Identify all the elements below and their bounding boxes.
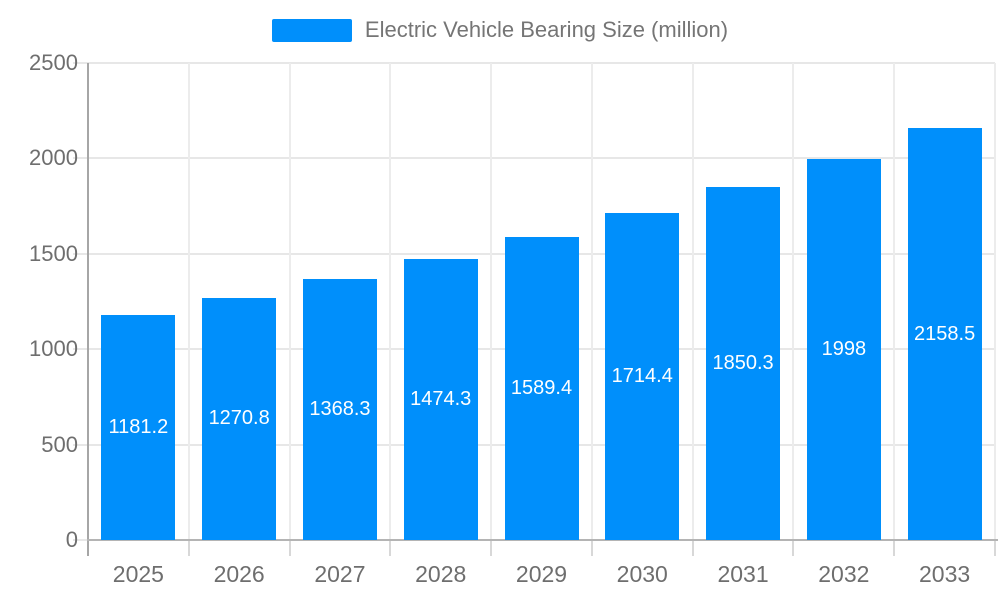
x-axis-tick: [389, 540, 392, 556]
x-axis-tick-label: 2025: [112, 561, 164, 587]
bar-2032[interactable]: 1998: [806, 158, 881, 540]
legend-series-marker: [271, 18, 352, 42]
x-axis-line: [87, 539, 998, 541]
bar-2029[interactable]: 1589.4: [504, 236, 579, 540]
x-axis-tick: [490, 540, 493, 556]
y-axis-tick-label: 1500: [29, 240, 78, 266]
x-axis-tick-label: 2028: [415, 561, 467, 587]
bar-2028[interactable]: 1474.3: [403, 258, 478, 540]
x-gridline: [792, 63, 795, 540]
bar-value-label: 1998: [821, 337, 867, 360]
x-gridline: [288, 63, 291, 540]
y-gridline: [73, 157, 995, 160]
bar-value-label: 1714.4: [611, 364, 673, 387]
bar-value-label: 1474.3: [410, 387, 472, 410]
x-axis-tick: [187, 540, 190, 556]
bar-value-label: 1181.2: [108, 415, 169, 438]
bar-value-label: 2158.5: [914, 322, 976, 345]
bar-value-label: 1270.8: [208, 407, 270, 430]
x-gridline: [389, 63, 392, 540]
y-gridline: [73, 62, 995, 64]
y-axis-line: [87, 63, 89, 556]
x-gridline: [994, 63, 996, 540]
bar-2030[interactable]: 1714.4: [605, 212, 680, 540]
x-axis-tick: [994, 540, 996, 556]
legend-series-label: Electric Vehicle Bearing Size (million): [364, 17, 729, 42]
bar-value-label: 1368.3: [309, 397, 371, 420]
x-gridline: [490, 63, 493, 540]
bar-2031[interactable]: 1850.3: [706, 186, 781, 540]
x-axis-tick: [792, 540, 795, 556]
y-axis-tick-label: 500: [41, 431, 78, 457]
x-gridline: [187, 63, 190, 540]
x-gridline: [893, 63, 896, 540]
y-axis-tick-label: 2500: [29, 50, 78, 75]
x-axis-tick: [691, 540, 694, 556]
x-axis-tick-label: 2032: [818, 561, 870, 587]
bar-2025[interactable]: 1181.2: [101, 314, 176, 540]
y-axis-tick-label: 1000: [29, 336, 78, 362]
x-axis-tick-label: 2026: [213, 561, 265, 587]
x-axis-tick: [590, 540, 593, 556]
x-axis-tick: [893, 540, 896, 556]
x-axis-tick-label: 2027: [314, 561, 366, 587]
legend-item[interactable]: Electric Vehicle Bearing Size (million): [0, 17, 1000, 43]
x-axis-tick: [288, 540, 291, 556]
bar-value-label: 1850.3: [712, 351, 774, 374]
x-gridline: [590, 63, 593, 540]
y-axis-tick-label: 2000: [29, 145, 78, 171]
bar-2027[interactable]: 1368.3: [302, 278, 377, 540]
x-axis-tick-label: 2033: [919, 561, 971, 587]
bar-2026[interactable]: 1270.8: [202, 297, 277, 540]
x-axis-tick-label: 2031: [717, 561, 769, 587]
y-axis-tick-label: 0: [65, 527, 78, 552]
x-axis-tick-label: 2030: [616, 561, 668, 587]
x-axis-tick-label: 2029: [515, 561, 568, 587]
bar-value-label: 1589.4: [510, 376, 573, 399]
bar-2033[interactable]: 2158.5: [907, 128, 982, 540]
x-gridline: [691, 63, 694, 540]
